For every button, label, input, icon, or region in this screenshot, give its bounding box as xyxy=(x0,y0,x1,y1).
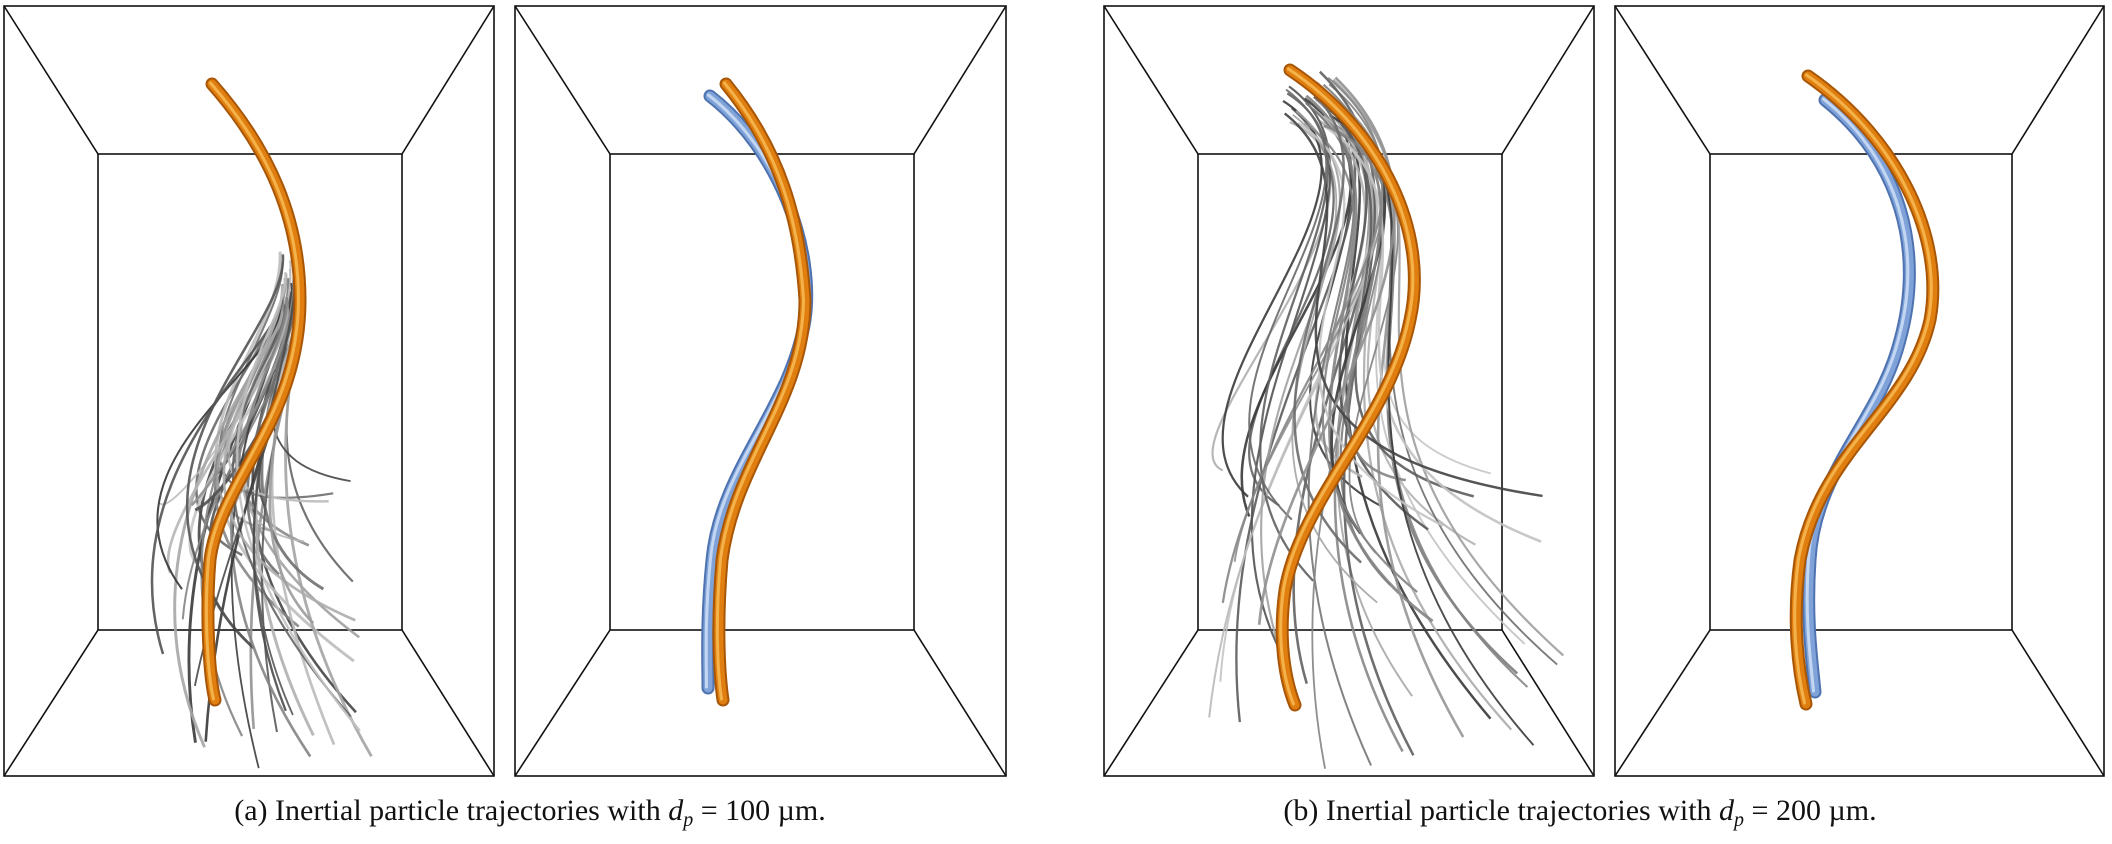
caption-a-prefix: (a) Inertial particle trajectories with xyxy=(234,794,669,827)
caption-a-sub: p xyxy=(683,809,694,831)
particle-trajectory-line xyxy=(1297,122,1444,527)
b1-box-frame xyxy=(1103,5,1595,777)
caption-a-value: = 100 µm. xyxy=(693,794,826,827)
inertial-trajectory-tube xyxy=(1802,93,1916,699)
reference-trajectory-tube xyxy=(201,77,307,707)
inner-frame xyxy=(609,153,915,631)
b2-box-frame xyxy=(1614,5,2105,777)
reference-trajectory-tube xyxy=(1789,69,1940,711)
perspective-edge xyxy=(1614,629,1711,777)
perspective-edge xyxy=(3,629,99,777)
perspective-edge xyxy=(2011,629,2105,777)
particle-trajectory-line xyxy=(1250,85,1332,671)
caption-b-sub: p xyxy=(1734,809,1745,831)
caption-b-var: d xyxy=(1719,794,1735,827)
inner-frame xyxy=(1709,153,2013,631)
perspective-edge xyxy=(913,629,1007,777)
particle-trajectory-line xyxy=(236,272,361,732)
perspective-edge xyxy=(3,5,99,155)
caption-b-prefix: (b) Inertial particle trajectories with xyxy=(1283,794,1720,827)
perspective-edge xyxy=(913,5,1007,155)
particle-trajectory-line xyxy=(222,283,356,622)
panel-a-right-pair xyxy=(514,5,1007,777)
outer-frame xyxy=(1103,5,1595,777)
caption-b: (b) Inertial particle trajectories with … xyxy=(1283,794,1876,832)
caption-a: (a) Inertial particle trajectories with … xyxy=(234,794,826,832)
particle-trajectory-line xyxy=(1257,76,1396,625)
panel-a-left-bundle xyxy=(3,5,495,777)
perspective-edge xyxy=(2011,5,2105,155)
particle-trajectory-line xyxy=(1208,115,1379,718)
perspective-edge xyxy=(1614,5,1711,155)
particle-trajectory-line xyxy=(1248,88,1328,521)
a2-box-frame xyxy=(514,5,1007,777)
outer-frame xyxy=(1614,5,2105,777)
particle-trajectory-line xyxy=(173,310,284,748)
perspective-edge xyxy=(1103,5,1199,155)
particle-trajectory-line xyxy=(231,304,352,718)
particle-trajectory-line xyxy=(1323,124,1407,482)
particle-trajectory-line xyxy=(1311,77,1387,769)
particle-trajectory-line xyxy=(1260,110,1341,686)
perspective-edge xyxy=(401,5,495,155)
particle-trajectory-line xyxy=(1221,100,1323,498)
trajectory-bundle xyxy=(1208,70,1565,769)
particle-trajectory-line xyxy=(1305,102,1372,766)
outer-frame xyxy=(514,5,1007,777)
caption-b-value: = 200 µm. xyxy=(1744,794,1877,827)
outer-frame xyxy=(3,5,495,777)
reference-trajectory-tube xyxy=(1275,63,1421,712)
particle-trajectory-line xyxy=(1283,112,1543,498)
particle-trajectory-line xyxy=(230,296,312,758)
perspective-edge xyxy=(1501,5,1595,155)
particle-trajectory-line xyxy=(1322,124,1542,543)
perspective-edge xyxy=(1103,629,1199,777)
caption-a-var: d xyxy=(668,794,684,827)
particle-trajectory-line xyxy=(166,306,289,574)
perspective-edge xyxy=(1501,629,1595,777)
particle-trajectory-line xyxy=(1293,80,1362,564)
perspective-edge xyxy=(401,629,495,777)
perspective-edge xyxy=(514,629,611,777)
perspective-edge xyxy=(514,5,611,155)
reference-trajectory-tube xyxy=(712,77,812,707)
particle-trajectory-line xyxy=(186,254,285,616)
panel-b-left-bundle xyxy=(1103,5,1595,777)
particle-trajectory-line xyxy=(1259,92,1330,582)
panel-b-right-pair xyxy=(1614,5,2105,777)
trajectory-bundle xyxy=(150,251,373,769)
